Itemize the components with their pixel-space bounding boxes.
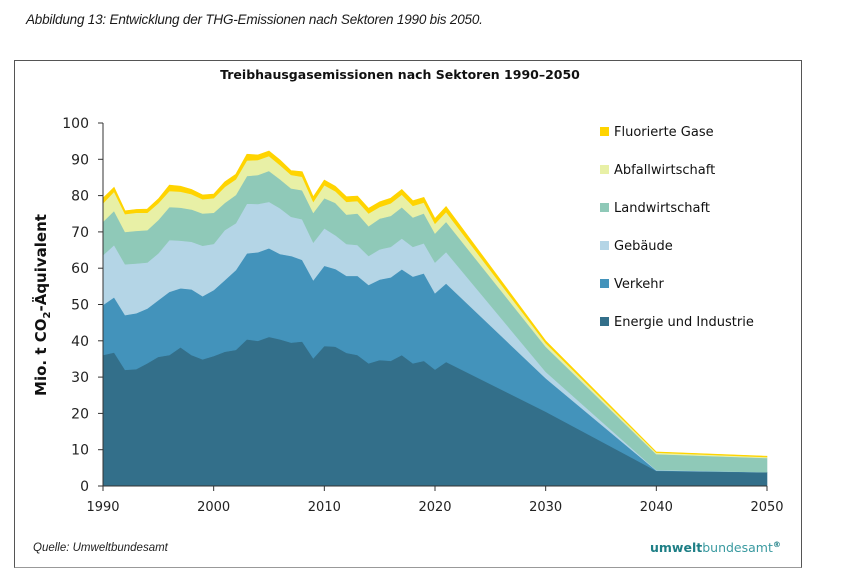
legend-swatch [600, 241, 609, 250]
legend-label: Fluorierte Gase [614, 125, 714, 140]
y-tick-label: 10 [71, 443, 89, 459]
y-axis-label-sub: 2 [42, 311, 53, 318]
area-fluorierte-gase [102, 150, 768, 458]
legend-swatch [600, 279, 609, 288]
logo-bold: umwelt [650, 540, 703, 556]
y-tick-label: 80 [71, 189, 89, 205]
legend-item: Gebäude [600, 239, 673, 254]
legend-label: Energie und Industrie [614, 315, 754, 330]
x-tick-label: 1990 [86, 500, 119, 515]
legend-item: Abfallwirtschaft [600, 163, 715, 178]
legend-label: Abfallwirtschaft [614, 163, 715, 178]
legend-label: Verkehr [614, 277, 665, 292]
legend-item: Energie und Industrie [600, 315, 754, 330]
x-tick-label: 2040 [640, 500, 673, 515]
y-tick-label: 0 [80, 479, 89, 495]
legend-item: Fluorierte Gase [600, 125, 714, 140]
y-tick-label: 40 [71, 334, 89, 350]
legend-swatch [600, 127, 609, 136]
area-layers [102, 150, 768, 487]
y-tick-label: 30 [71, 370, 89, 386]
legend: Fluorierte Gase Abfallwirtschaft Landwirts… [600, 125, 754, 330]
chart-title: Treibhausgasemissionen nach Sektoren 199… [220, 67, 580, 82]
x-tick-label: 2020 [418, 500, 451, 515]
legend-item: Landwirtschaft [600, 201, 710, 216]
logo-light: bundesamt [702, 540, 773, 556]
legend-swatch [600, 317, 609, 326]
y-tick-label: 90 [71, 152, 89, 168]
logo-mark: ® [772, 540, 781, 549]
y-tick-label: 100 [62, 116, 89, 132]
legend-swatch [600, 203, 609, 212]
y-tick-label: 50 [71, 298, 89, 314]
legend-swatch [600, 165, 609, 174]
source-note: Quelle: Umweltbundesamt [33, 542, 168, 554]
y-tick-label: 70 [71, 225, 89, 241]
figure-caption: Abbildung 13: Entwicklung der THG-Emissi… [26, 12, 483, 27]
y-tick-label: 60 [71, 261, 89, 277]
legend-item: Verkehr [600, 277, 665, 292]
legend-label: Gebäude [614, 239, 673, 254]
y-axis-label: Mio. t CO2-Äquivalent [31, 214, 53, 396]
legend-label: Landwirtschaft [614, 201, 710, 216]
y-axis-label-post: -Äquivalent [31, 214, 50, 311]
y-tick-label: 20 [71, 406, 89, 422]
y-axis-label-pre: Mio. t CO [32, 318, 50, 395]
x-tick-label: 2010 [308, 500, 341, 515]
x-tick-label: 2000 [197, 500, 230, 515]
x-tick-label: 2050 [750, 500, 783, 515]
umweltbundesamt-logo: umweltbundesamt® [650, 540, 781, 555]
x-tick-label: 2030 [529, 500, 562, 515]
